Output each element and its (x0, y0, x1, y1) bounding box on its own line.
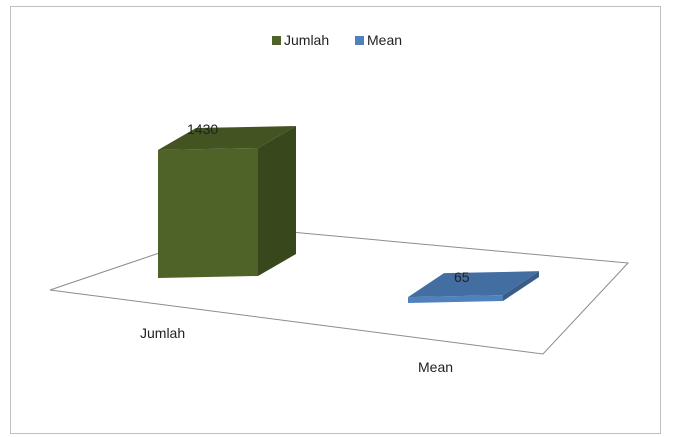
legend-label-mean: Mean (367, 32, 402, 48)
bar-mean-front-face (408, 295, 503, 303)
data-label-jumlah: 1430 (187, 121, 218, 137)
legend: Jumlah Mean (272, 32, 402, 48)
bar-jumlah-front-face (158, 148, 258, 278)
legend-label-jumlah: Jumlah (284, 32, 329, 48)
legend-swatch-mean (355, 36, 364, 45)
plot-floor (49, 226, 630, 355)
data-label-mean: 65 (454, 269, 470, 285)
bar-mean-side-face (503, 271, 539, 301)
bar-jumlah (158, 126, 296, 278)
legend-swatch-jumlah (272, 36, 281, 45)
category-label-jumlah: Jumlah (140, 325, 185, 341)
bar-jumlah-side-face (258, 126, 296, 276)
chart-frame (10, 6, 661, 434)
bar-jumlah-top-face (158, 126, 296, 150)
category-label-mean: Mean (418, 359, 453, 375)
bar-mean (408, 271, 539, 303)
bar-mean-top-face (408, 271, 539, 298)
